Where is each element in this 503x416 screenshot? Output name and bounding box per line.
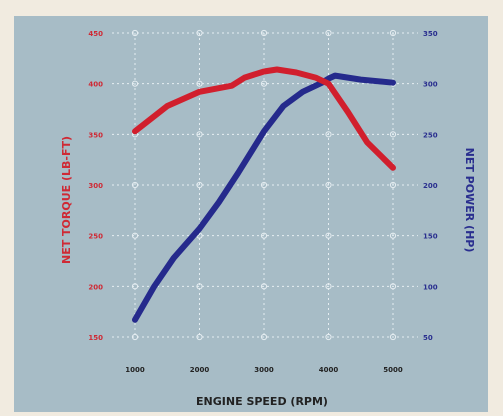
grid-marker: [196, 333, 203, 341]
chart-panel-background: [14, 16, 488, 412]
grid-marker: [389, 283, 397, 290]
grid-marker: [196, 283, 203, 290]
left-axis-label: NET TORQUE (LB-FT): [60, 136, 73, 264]
grid-marker: [196, 29, 203, 37]
grid-marker: [389, 29, 397, 37]
left-tick-label: 150: [88, 334, 103, 342]
x-tick-label: 2000: [190, 366, 210, 374]
x-tick-label: 4000: [319, 366, 339, 374]
left-axis-ticks: 150 200 250 300 350 400 450: [88, 30, 103, 342]
grid-marker: [260, 283, 268, 290]
right-tick-label: 250: [423, 131, 438, 139]
series-lines: [132, 66, 396, 323]
x-tick-label: 1000: [125, 366, 145, 374]
right-tick-label: 50: [423, 334, 433, 342]
grid-marker: [131, 181, 139, 189]
grid-marker: [260, 232, 268, 239]
grid-marker: [131, 333, 139, 341]
left-tick-label: 300: [88, 182, 103, 190]
grid-marker: [325, 29, 332, 37]
grid-marker: [260, 181, 268, 189]
right-tick-label: 100: [423, 283, 438, 291]
grid-marker: [131, 283, 139, 290]
grid-marker: [389, 181, 397, 189]
right-tick-label: 150: [423, 233, 438, 241]
grid-marker: [325, 333, 332, 341]
grid-marker: [389, 232, 397, 239]
grid-marker: [260, 29, 268, 37]
x-tick-label: 5000: [383, 366, 403, 374]
power-series-line: [132, 72, 396, 323]
torque-series-line: [132, 66, 396, 171]
grid-marker: [260, 80, 268, 87]
grid-marker: [389, 131, 397, 138]
right-tick-label: 300: [423, 81, 438, 89]
left-tick-label: 450: [88, 30, 103, 38]
grid-marker: [131, 232, 139, 239]
grid-marker: [325, 181, 332, 189]
x-axis-ticks: 1000 2000 3000 4000 5000: [125, 366, 403, 374]
right-axis-label: NET POWER (HP): [463, 148, 476, 253]
grid-marker: [325, 131, 332, 138]
right-axis-ticks: 50 100 150 200 250 300 350: [423, 30, 438, 342]
left-tick-label: 250: [88, 233, 103, 241]
grid-marker: [131, 80, 139, 87]
left-tick-label: 200: [88, 283, 103, 291]
x-tick-label: 3000: [254, 366, 274, 374]
grid-marker: [196, 131, 203, 138]
left-tick-label: 350: [88, 131, 103, 139]
grid-marker: [196, 80, 203, 87]
grid-marker: [196, 181, 203, 189]
grid-marker: [131, 29, 139, 37]
grid-marker: [389, 333, 397, 341]
right-tick-label: 200: [423, 182, 438, 190]
grid-marker: [325, 283, 332, 290]
right-tick-label: 350: [423, 30, 438, 38]
grid-marker: [260, 333, 268, 341]
left-tick-label: 400: [88, 81, 103, 89]
x-axis-label: ENGINE SPEED (RPM): [196, 395, 328, 408]
grid-marker: [325, 232, 332, 239]
